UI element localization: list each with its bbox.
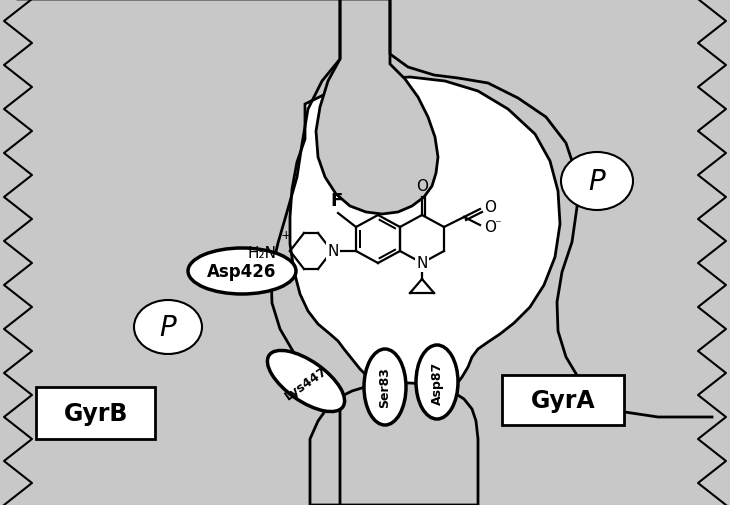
Text: N: N xyxy=(327,244,339,259)
Text: F: F xyxy=(330,191,342,210)
Text: Lys447: Lys447 xyxy=(283,364,330,402)
Polygon shape xyxy=(290,78,560,397)
Polygon shape xyxy=(310,383,478,505)
Text: P: P xyxy=(588,168,605,195)
Text: Asp87: Asp87 xyxy=(431,361,444,404)
Text: +: + xyxy=(281,229,291,241)
Text: N: N xyxy=(416,256,428,271)
Text: ⁻: ⁻ xyxy=(494,218,501,231)
Polygon shape xyxy=(316,0,438,215)
Text: O: O xyxy=(416,179,428,193)
Ellipse shape xyxy=(134,300,202,355)
FancyBboxPatch shape xyxy=(36,387,155,439)
Ellipse shape xyxy=(364,349,406,425)
Text: GyrB: GyrB xyxy=(64,401,128,425)
FancyBboxPatch shape xyxy=(502,375,624,425)
Text: Asp426: Asp426 xyxy=(207,263,277,280)
Ellipse shape xyxy=(267,351,345,412)
Text: GyrA: GyrA xyxy=(531,388,595,412)
Ellipse shape xyxy=(416,345,458,419)
Text: Ser83: Ser83 xyxy=(378,367,391,408)
Text: O: O xyxy=(484,200,496,215)
Text: P: P xyxy=(160,314,177,341)
Polygon shape xyxy=(0,0,340,505)
Ellipse shape xyxy=(188,248,296,294)
Text: O: O xyxy=(484,220,496,235)
Text: H₂N: H₂N xyxy=(247,246,276,261)
Ellipse shape xyxy=(561,153,633,211)
Polygon shape xyxy=(390,0,730,419)
